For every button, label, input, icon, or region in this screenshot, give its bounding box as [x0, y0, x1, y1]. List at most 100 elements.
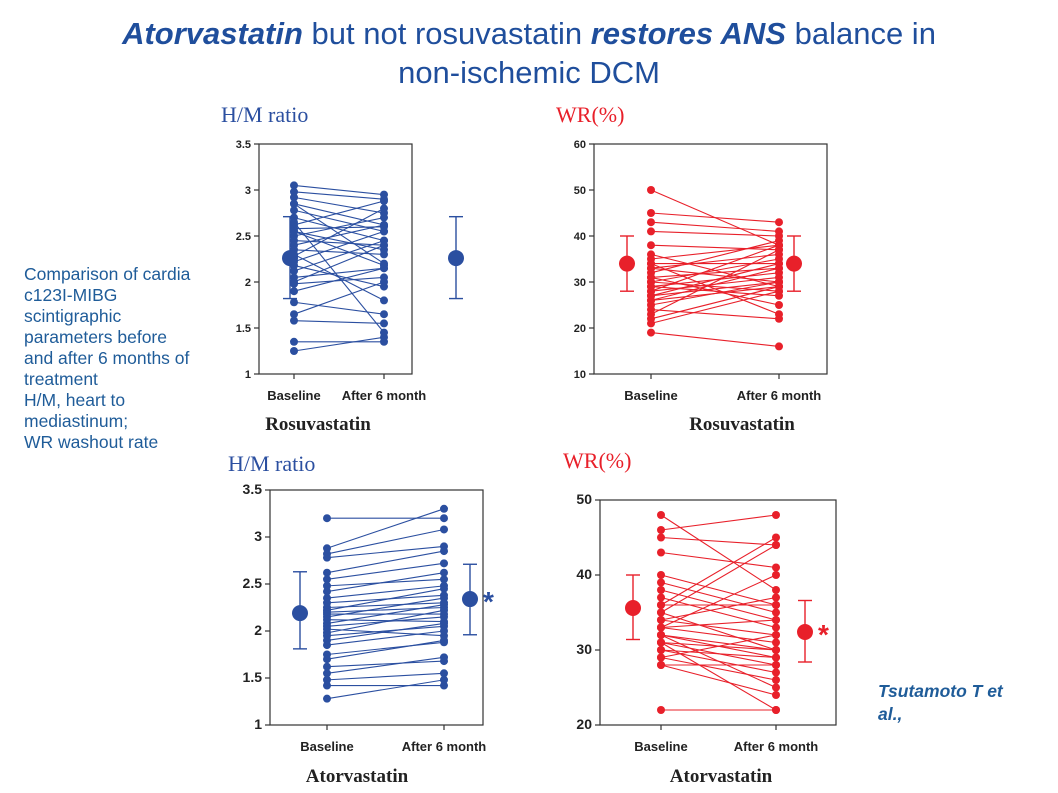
- pair-line: [650, 290, 780, 324]
- followup-point: [440, 525, 448, 534]
- significance-star: *: [483, 586, 494, 617]
- x-tick-label: After 6 month: [402, 739, 487, 754]
- pair-line: [326, 639, 445, 660]
- pair-line: [660, 581, 777, 614]
- followup-point: [440, 568, 448, 577]
- pair-line: [650, 221, 780, 232]
- baseline-point: [323, 694, 331, 703]
- mean-marker: [292, 605, 308, 622]
- pair-line: [650, 281, 780, 306]
- y-tick-label: 2.5: [236, 231, 251, 243]
- followup-point: [440, 514, 448, 523]
- baseline-point: [290, 181, 298, 190]
- pair-line: [660, 649, 777, 659]
- pair-line: [660, 551, 777, 569]
- pair-line: [326, 572, 445, 593]
- y-tick-label: 3.5: [236, 139, 251, 151]
- pair-line: [650, 263, 780, 297]
- x-axis-label: Atorvastatin: [306, 766, 409, 787]
- pair-line: [326, 588, 445, 611]
- baseline-point: [657, 661, 665, 669]
- pair-line: [326, 641, 445, 656]
- baseline-point: [647, 259, 655, 268]
- pair-line: [660, 611, 777, 651]
- slide-title-line1: Atorvastatin but not rosuvastatin restor…: [0, 14, 1058, 53]
- pair-line: [326, 609, 445, 634]
- baseline-point: [657, 548, 665, 557]
- pair-line: [293, 267, 385, 292]
- significance-star: *: [818, 619, 829, 650]
- chart-panel-ator-hm: H/M ratio 1 1.5 2 2.5 3 3.5 Baseline After 6 mon…: [222, 445, 494, 787]
- pair-line: [293, 203, 385, 265]
- mean-marker: [462, 591, 478, 608]
- pair-line: [650, 267, 780, 301]
- x-tick-label: Baseline: [267, 388, 320, 403]
- pair-line: [326, 656, 445, 674]
- followup-point: [772, 623, 780, 632]
- baseline-point: [647, 218, 655, 227]
- plot-frame: [593, 143, 828, 375]
- followup-point: [380, 245, 388, 254]
- pair-line: [650, 240, 780, 274]
- y-tick-label: 40: [574, 231, 586, 243]
- pair-line: [293, 240, 385, 246]
- y-tick-label: 1: [245, 369, 251, 381]
- y-tick-label: 3: [245, 185, 251, 197]
- panel-title: WR(%): [563, 448, 631, 473]
- baseline-point: [647, 209, 655, 217]
- pair-line: [293, 276, 385, 285]
- baseline-point: [647, 186, 655, 194]
- followup-point: [775, 245, 783, 254]
- baseline-point: [323, 675, 331, 684]
- baseline-point: [323, 581, 331, 590]
- pair-line: [660, 536, 777, 546]
- y-tick-label: 1: [254, 716, 262, 732]
- baseline-point: [290, 316, 298, 325]
- followup-point: [440, 575, 448, 584]
- x-axis-label: Atorvastatin: [670, 766, 773, 787]
- followup-point: [772, 683, 780, 692]
- y-tick-label: 2: [245, 277, 251, 289]
- pair-line: [650, 249, 780, 315]
- chart-svg-rosu-wr: WR(%) 10 20 30 40 50 60 Baseline After 6 month Ro…: [556, 102, 828, 435]
- baseline-point: [647, 250, 655, 259]
- baseline-point: [290, 287, 298, 296]
- y-tick-label: 2.5: [243, 575, 263, 591]
- followup-point: [380, 310, 388, 319]
- followup-point: [440, 653, 448, 662]
- pair-line: [293, 253, 385, 301]
- followup-point: [775, 218, 783, 227]
- followup-point: [772, 631, 780, 639]
- pair-line: [660, 596, 777, 629]
- y-tick-label: 40: [576, 566, 592, 582]
- followup-point: [772, 608, 780, 617]
- panel-title: H/M ratio: [228, 451, 315, 476]
- pair-line: [660, 544, 777, 613]
- followup-point: [440, 594, 448, 603]
- chart-panel-rosu-hm: H/M ratio 1 1.5 2 2.5 3 3.5 Baseline After 6 mon…: [215, 100, 464, 435]
- title-text-a: but not rosuvastatin: [302, 16, 591, 51]
- followup-point: [775, 342, 783, 351]
- followup-point: [440, 547, 448, 556]
- mean-marker: [282, 250, 298, 267]
- baseline-point: [647, 328, 655, 337]
- baseline-point: [290, 337, 298, 346]
- baseline-point: [657, 526, 665, 534]
- baseline-point: [290, 218, 298, 227]
- baseline-point: [290, 206, 298, 215]
- pair-line: [293, 200, 385, 226]
- baseline-point: [657, 623, 665, 632]
- followup-point: [772, 668, 780, 677]
- chart-panel-rosu-wr: WR(%) 10 20 30 40 50 60 Baseline After 6 month Ro…: [550, 100, 835, 435]
- plot-frame: [258, 143, 413, 375]
- caption-text: Comparison of cardia c123I-MIBG scintigr…: [24, 264, 191, 389]
- pair-line: [293, 244, 385, 283]
- pair-line: [293, 207, 385, 257]
- baseline-point: [323, 544, 331, 553]
- followup-point: [380, 296, 388, 305]
- x-tick-label: Baseline: [300, 739, 353, 754]
- pair-line: [326, 625, 445, 637]
- baseline-point: [657, 653, 665, 662]
- baseline-point: [290, 199, 298, 208]
- pair-line: [660, 664, 777, 696]
